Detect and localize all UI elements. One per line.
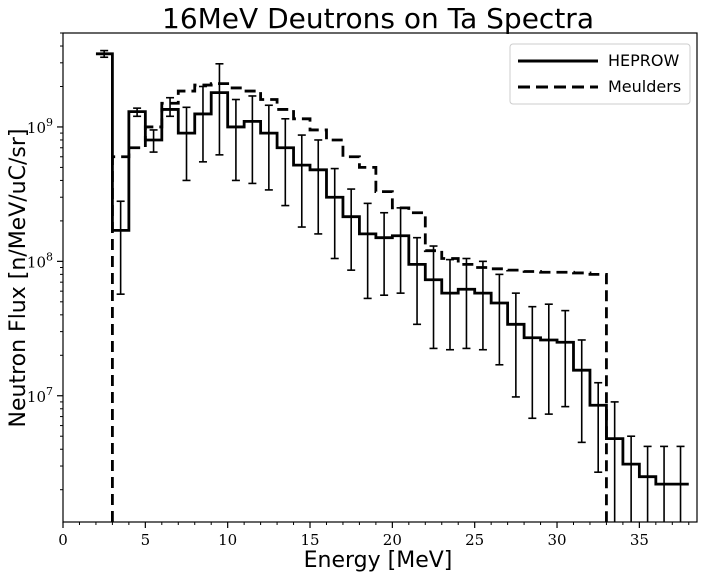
error-bar — [610, 401, 619, 522]
error-bar — [347, 188, 356, 271]
error-bar — [594, 381, 603, 473]
error-bar — [198, 85, 207, 163]
error-bar — [660, 445, 669, 522]
x-tick-label: 20 — [383, 531, 402, 549]
x-tick-label: 0 — [58, 531, 68, 549]
error-bar — [445, 258, 454, 351]
x-axis-label: Energy [MeV] — [304, 548, 453, 573]
error-bar — [544, 303, 553, 415]
y-tick-label: 107 — [27, 385, 53, 406]
error-bar — [116, 200, 125, 295]
error-bar — [182, 106, 191, 182]
error-bar — [627, 435, 636, 522]
error-bar — [100, 49, 109, 59]
axis-ticks: 0 5 10 15 20 25 30 35 107 108 109 — [27, 32, 690, 549]
error-bar — [231, 98, 240, 182]
error-bar — [149, 129, 158, 153]
error-bar — [676, 445, 685, 522]
series-line-heprow — [95, 52, 689, 486]
legend-label-meulders: Meulders — [608, 77, 681, 96]
error-bar — [264, 104, 273, 191]
error-bar — [380, 211, 389, 296]
error-bar — [330, 167, 339, 260]
x-tick-label: 35 — [630, 531, 649, 549]
error-bar — [166, 96, 175, 118]
error-bar — [396, 207, 405, 294]
error-bar — [511, 292, 520, 398]
error-bar — [495, 273, 504, 366]
error-bar — [413, 236, 422, 326]
legend: HEPROW Meulders — [509, 43, 691, 105]
series-line-meulders — [111, 82, 608, 522]
chart-title: 16MeV Deutrons on Ta Spectra — [162, 2, 594, 35]
error-bar — [215, 62, 224, 156]
x-tick-label: 5 — [141, 531, 151, 549]
error-bar — [528, 305, 537, 420]
y-tick-label: 108 — [27, 250, 53, 271]
legend-label-heprow: HEPROW — [608, 51, 680, 70]
plot-frame — [62, 32, 698, 523]
error-bar — [133, 107, 142, 118]
legend-box — [509, 43, 691, 105]
error-bar — [314, 139, 323, 235]
error-bar — [297, 134, 306, 228]
error-bar — [577, 339, 586, 444]
error-bar — [643, 445, 652, 522]
x-tick-label: 30 — [547, 531, 566, 549]
y-tick-label: 109 — [27, 116, 53, 137]
error-bar — [281, 117, 290, 207]
error-bar — [363, 202, 372, 300]
error-bar — [429, 245, 438, 350]
plot-area — [95, 49, 689, 522]
error-bar — [248, 95, 257, 185]
error-bar — [462, 257, 471, 350]
y-axis-label: Neutron Flux [n/MeV/uC/sr] — [6, 129, 31, 428]
x-tick-label: 25 — [465, 531, 484, 549]
error-bar — [561, 309, 570, 408]
x-tick-label: 10 — [218, 531, 237, 549]
error-bar — [478, 260, 487, 351]
x-tick-label: 15 — [300, 531, 319, 549]
